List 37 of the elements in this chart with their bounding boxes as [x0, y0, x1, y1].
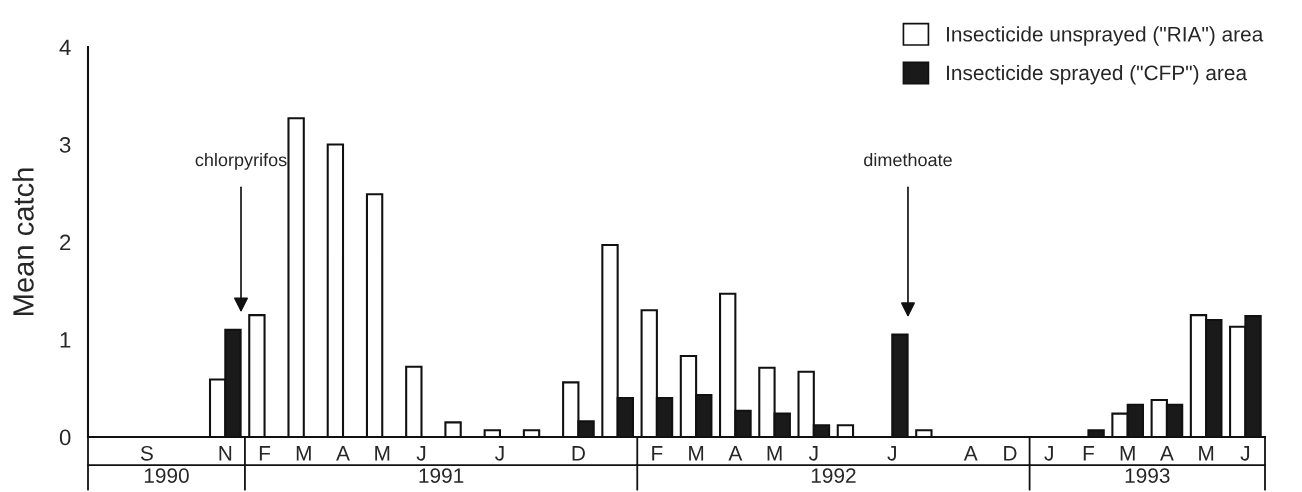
x-tick-label: J: [495, 446, 504, 461]
x-tick-label: J: [1240, 446, 1250, 461]
y-tick-label: 2: [60, 234, 71, 251]
x-tick-label: A: [963, 446, 978, 461]
x-axis-title: 1993: [1125, 468, 1170, 483]
x-tick-label: N: [219, 446, 232, 461]
y-tick-label: 3: [59, 137, 71, 153]
x-tick-label: J: [416, 446, 426, 461]
annotation: chlorpyrifos: [195, 153, 287, 170]
x-tick-label: M: [375, 446, 390, 461]
legend-label: Insecticide unsprayed ("RIA") area: [947, 26, 1264, 46]
annotation: dimethoate: [864, 153, 952, 167]
x-tick-label: J: [808, 446, 818, 461]
x-tick-label: M: [1120, 446, 1135, 461]
x-axis-title: 1991: [419, 468, 464, 483]
x-tick-label: A: [728, 446, 743, 461]
x-tick-label: J: [1044, 446, 1053, 461]
y-tick-label: 4: [59, 39, 71, 56]
legend-label: Insecticide sprayed ("CFP") area: [947, 64, 1248, 85]
x-tick-label: M: [689, 446, 704, 461]
x-tick-label: D: [572, 446, 585, 461]
y-tick-label: 1: [60, 332, 71, 348]
x-tick-label: M: [296, 446, 311, 461]
x-tick-label: J: [887, 446, 896, 461]
x-axis-title: 1992: [811, 468, 856, 483]
x-tick-label: M: [767, 446, 782, 461]
x-tick-label: A: [1160, 446, 1174, 461]
y-tick-label: 0: [59, 429, 71, 446]
x-tick-label: D: [1004, 446, 1017, 461]
x-tick-label: A: [336, 446, 350, 461]
x-tick-label: F: [652, 446, 663, 461]
x-tick-label: S: [140, 445, 153, 461]
y-axis-title: Mean catch: [12, 168, 34, 315]
x-tick-label: M: [1199, 446, 1214, 461]
x-tick-label: F: [1083, 446, 1094, 461]
x-tick-label: F: [259, 446, 271, 461]
x-axis-title: 1990: [144, 468, 189, 483]
